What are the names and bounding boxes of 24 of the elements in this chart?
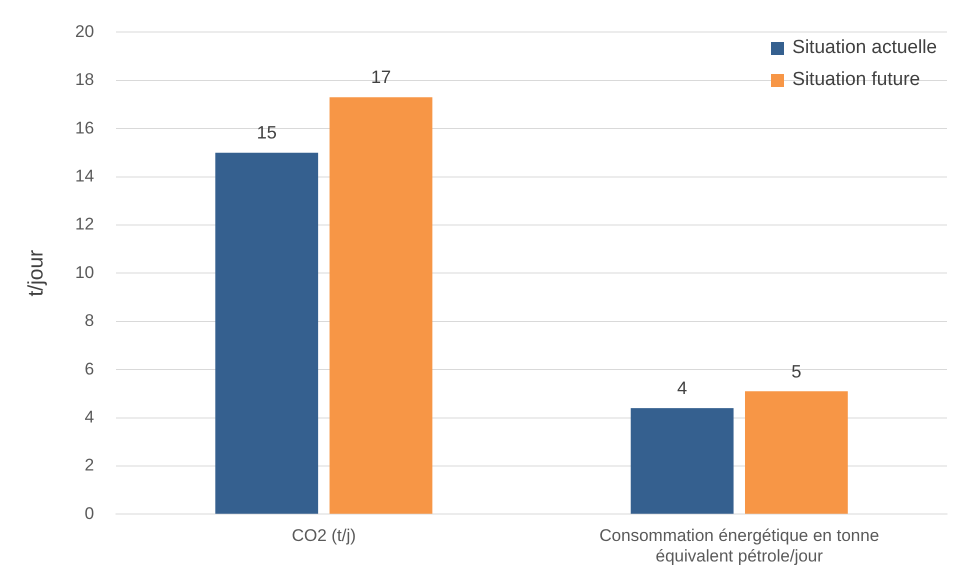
y-tick-label: 8 <box>84 311 94 330</box>
bar <box>630 408 734 514</box>
y-tick-label: 20 <box>75 22 94 41</box>
data-label: 17 <box>370 67 391 88</box>
y-tick-label: 12 <box>75 214 94 234</box>
data-label: 5 <box>791 361 802 382</box>
y-tick-label: 0 <box>84 504 94 523</box>
bar <box>330 97 432 514</box>
y-tick-label: 2 <box>84 456 94 475</box>
data-label: 15 <box>256 122 277 143</box>
bar <box>215 152 318 514</box>
y-tick-label: 10 <box>75 262 94 282</box>
y-tick-label: 16 <box>75 118 94 138</box>
bar <box>744 391 848 514</box>
y-tick-label: 14 <box>75 166 94 186</box>
y-tick-label: 18 <box>75 70 94 90</box>
legend-label: Situation future <box>792 69 920 92</box>
data-label: 4 <box>677 378 688 398</box>
y-axis-title: t/jour <box>24 250 48 297</box>
legend-label: Situation actuelle <box>792 37 937 60</box>
y-tick-label: 6 <box>84 359 94 378</box>
y-tick-label: 4 <box>84 407 94 426</box>
x-tick-label: Consommation énergétique en tonne équivalent pétrole/jour <box>599 526 880 566</box>
x-tick-label: CO2 (t/j) <box>292 526 356 546</box>
